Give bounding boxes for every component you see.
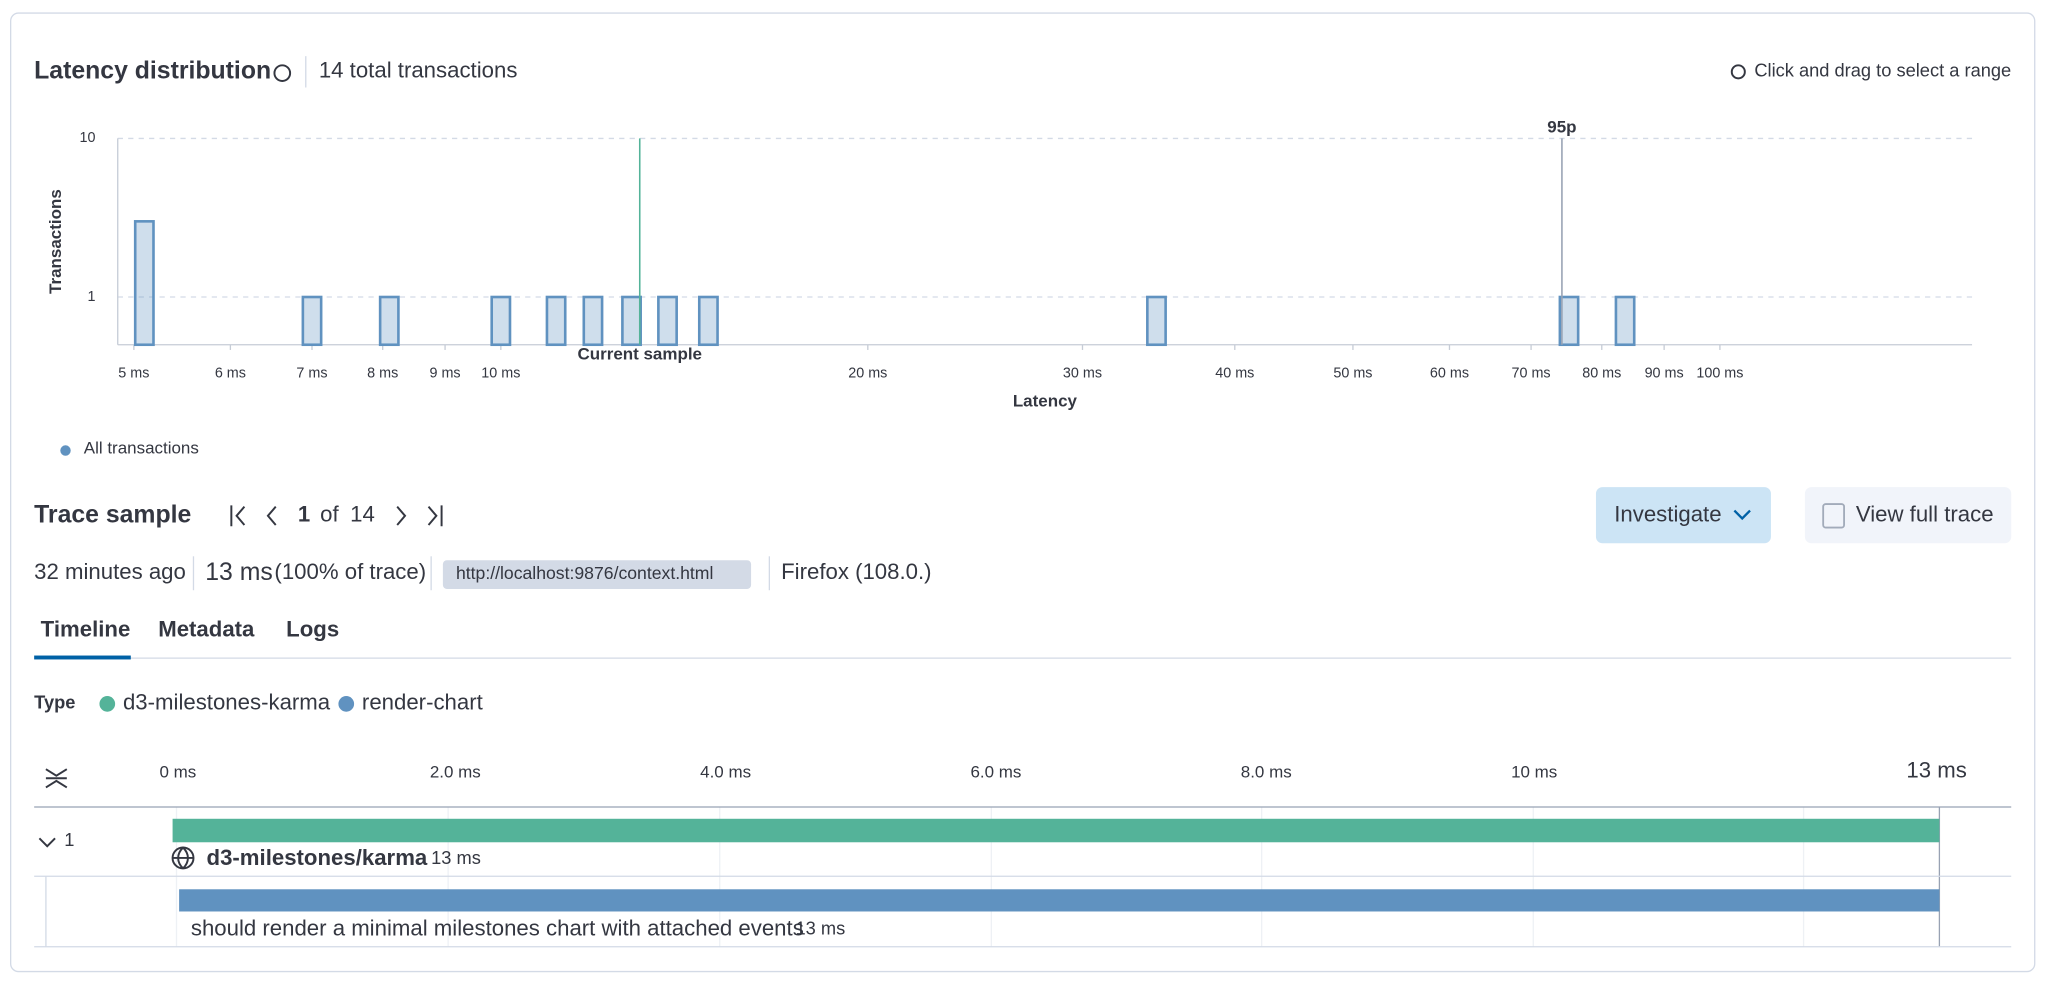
legend-label: render-chart — [362, 690, 483, 715]
tab[interactable]: Logs — [286, 617, 339, 642]
x-tick-label: 30 ms — [1063, 365, 1102, 381]
legend-dot — [60, 445, 71, 456]
x-tick-label: 50 ms — [1333, 365, 1372, 381]
bar — [490, 295, 512, 347]
timeline-tick: 8.0 ms — [1241, 763, 1292, 782]
prev-page[interactable] — [266, 506, 277, 526]
x-tick-label: 60 ms — [1430, 365, 1469, 381]
histogram[interactable]: 1 10 5 ms 6 ms 7 ms 8 ms 9 ms 10 ms 20 ms 30 ms 40… — [46, 117, 1973, 458]
bar — [582, 295, 604, 347]
bar — [378, 295, 400, 347]
timeline-tick: 2.0 ms — [430, 763, 481, 782]
y-axis-title: Transactions — [46, 189, 65, 294]
x-tick-label: 40 ms — [1215, 365, 1254, 381]
bar — [545, 295, 567, 347]
y-tick-label: 1 — [88, 289, 96, 305]
url: http://localhost:9876/context.html — [456, 563, 713, 583]
page-count: 14 — [350, 502, 375, 527]
globe-lines — [172, 846, 194, 870]
bar — [1146, 295, 1167, 347]
doc-icon — [1822, 503, 1845, 529]
hint: Click and drag to select a range — [1754, 60, 2011, 81]
span-name: d3-milestones/karma — [207, 845, 428, 870]
view-trace-button[interactable] — [1804, 487, 2012, 544]
bar — [697, 295, 719, 347]
tab-underline — [34, 655, 131, 660]
duration: 13 ms — [205, 559, 273, 586]
last-page[interactable] — [427, 505, 443, 527]
tab[interactable]: Metadata — [158, 617, 255, 642]
investigate-button[interactable] — [1595, 487, 1771, 544]
span-bar[interactable] — [179, 889, 1940, 912]
legend-label: All transactions — [84, 439, 199, 458]
expand-toggle[interactable] — [38, 837, 56, 848]
age: 32 minutes ago — [34, 559, 186, 584]
help-icon[interactable] — [273, 64, 292, 82]
legend-title: Type — [34, 692, 75, 713]
panel — [10, 12, 2036, 973]
page-of: of — [320, 502, 339, 527]
x-tick-label: 8 ms — [367, 365, 398, 381]
span-duration: 13 ms — [431, 847, 481, 868]
timeline-tick: 6.0 ms — [970, 763, 1021, 782]
timeline-tick: 10 ms — [1511, 763, 1557, 782]
x-tick-label: 7 ms — [296, 365, 327, 381]
section-title: Latency distribution — [34, 57, 271, 84]
span-name: should render a minimal milestones chart… — [191, 916, 804, 941]
span-duration: 13 ms — [795, 918, 845, 939]
x-axis-title: Latency — [1013, 392, 1078, 411]
section-title: Trace sample — [34, 501, 191, 528]
tab[interactable]: Timeline — [41, 617, 131, 642]
url-badge — [442, 560, 752, 589]
x-tick-label: 20 ms — [848, 365, 887, 381]
first-page[interactable] — [230, 505, 246, 527]
bar — [621, 295, 642, 347]
page-current: 1 — [298, 502, 310, 527]
x-tick-label: 6 ms — [215, 365, 246, 381]
annotation-label: 95p — [1547, 117, 1576, 136]
x-tick-label: 70 ms — [1512, 365, 1551, 381]
legend-label: d3-milestones-karma — [123, 690, 331, 715]
investigate-label: Investigate — [1614, 502, 1721, 527]
collapse-all[interactable] — [45, 768, 68, 789]
x-tick-label: 5 ms — [118, 365, 149, 381]
x-tick-label: 9 ms — [429, 365, 460, 381]
chevron — [1733, 509, 1751, 521]
info-icon — [1730, 64, 1746, 80]
view-trace-label: View full trace — [1856, 502, 1994, 527]
row-depth: 1 — [64, 829, 74, 850]
bar — [1614, 295, 1636, 347]
timeline-tick: 4.0 ms — [700, 763, 751, 782]
annotation-label: Current sample — [578, 345, 702, 364]
browser: Firefox (108.0.) — [781, 559, 931, 584]
y-tick-label: 10 — [80, 130, 96, 146]
total-count: 14 total transactions — [319, 58, 518, 83]
legend-dot — [99, 696, 116, 712]
span-bar[interactable] — [172, 818, 1940, 843]
next-page[interactable] — [396, 506, 407, 526]
timeline-tick: 0 ms — [160, 763, 197, 782]
bar — [1558, 295, 1580, 347]
x-tick-label: 10 ms — [481, 365, 520, 381]
legend-dot — [338, 696, 355, 712]
bar — [657, 295, 678, 347]
x-tick-label: 80 ms — [1582, 365, 1621, 381]
bar — [133, 220, 155, 347]
x-tick-label: 100 ms — [1696, 365, 1743, 381]
x-tick-label: 90 ms — [1645, 365, 1684, 381]
timeline-end: 13 ms — [1906, 758, 1966, 783]
bar — [301, 295, 323, 347]
duration-share: (100% of trace) — [274, 559, 426, 584]
